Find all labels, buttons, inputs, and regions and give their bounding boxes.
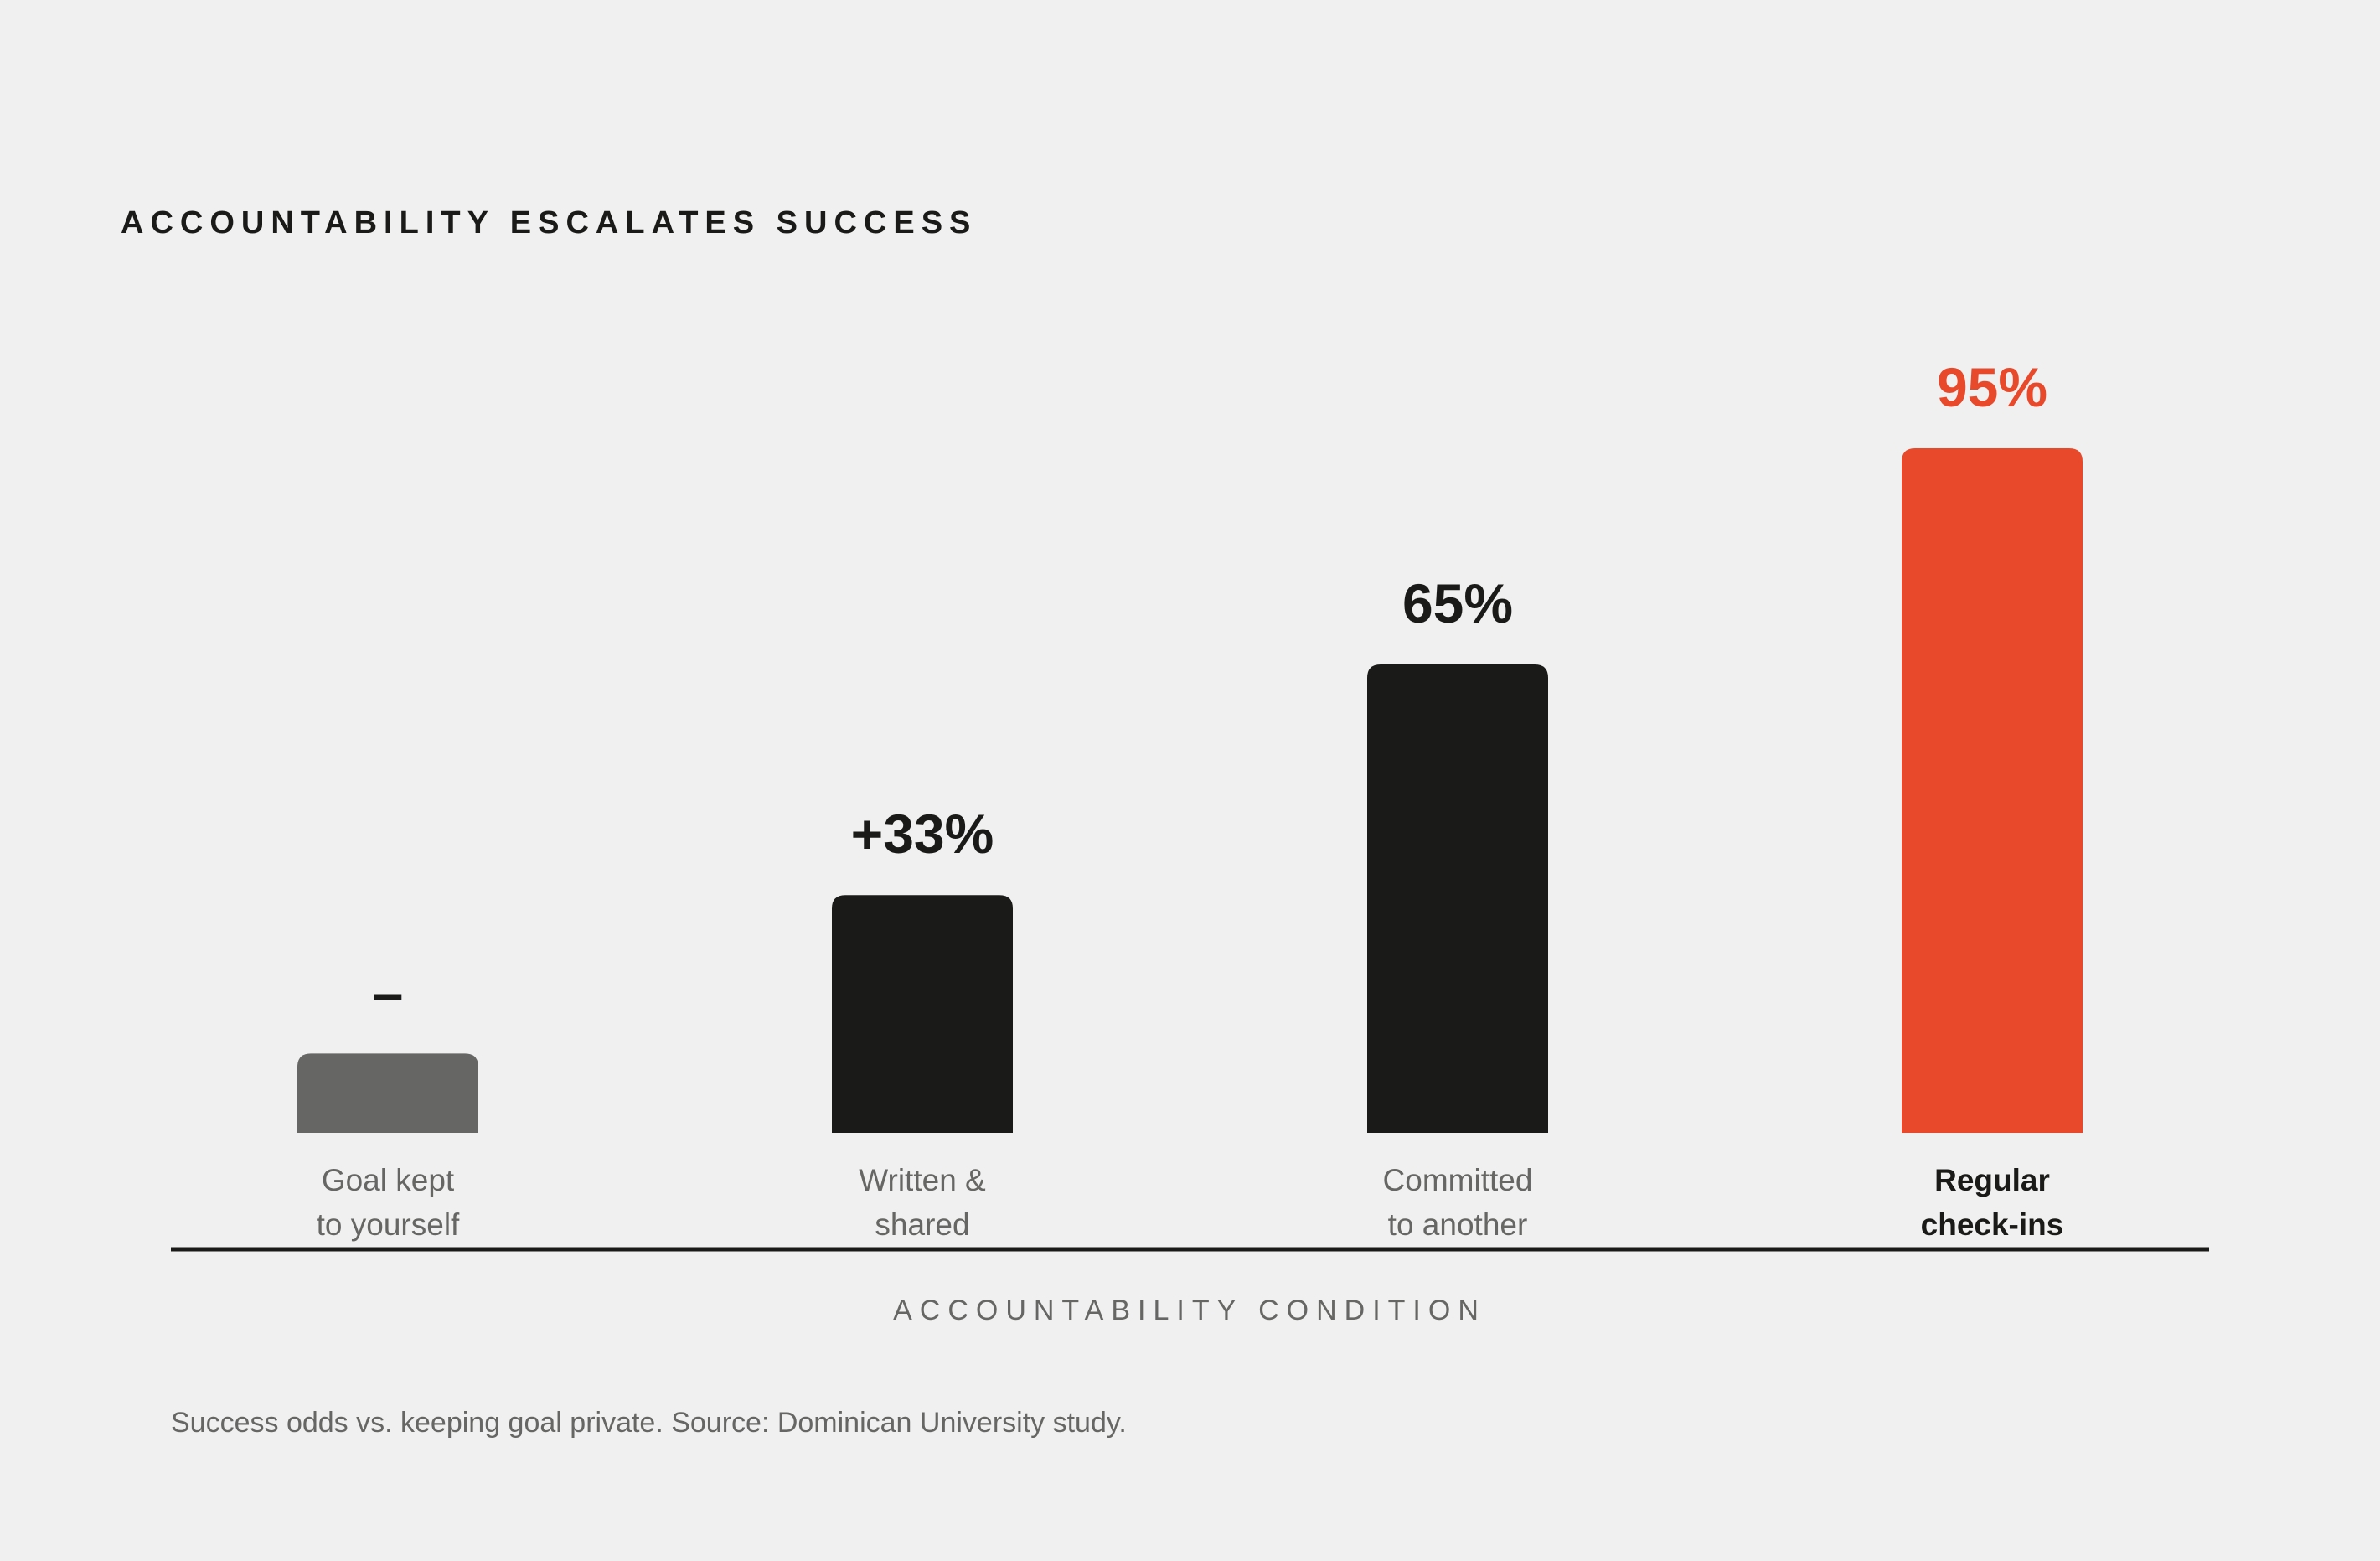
category-label-2-line-2: shared bbox=[875, 1207, 969, 1242]
category-label-1-line-2: to yourself bbox=[317, 1207, 460, 1242]
value-label-3: 65% bbox=[1402, 572, 1513, 634]
chart-footnote: Success odds vs. keeping goal private. S… bbox=[171, 1407, 1127, 1439]
category-label-4-line-1: Regular bbox=[1934, 1163, 2050, 1197]
category-label-3-line-2: to another bbox=[1388, 1207, 1528, 1242]
bar-1 bbox=[297, 1053, 478, 1133]
category-label-3-line-1: Committed bbox=[1383, 1163, 1533, 1197]
bar-2 bbox=[832, 895, 1013, 1133]
category-label-1-line-1: Goal kept bbox=[322, 1163, 455, 1197]
chart-title: ACCOUNTABILITY ESCALATES SUCCESS bbox=[121, 205, 977, 240]
value-labels-layer: – +33% 65% 95% bbox=[373, 356, 2047, 1023]
value-label-1: – bbox=[373, 961, 404, 1023]
value-label-2: +33% bbox=[851, 803, 994, 865]
value-label-4: 95% bbox=[1937, 356, 2047, 418]
category-labels-layer: Goal kept to yourself Written & shared Commi… bbox=[317, 1163, 2064, 1242]
bar-4 bbox=[1902, 448, 2083, 1133]
category-label-4-line-2: check-ins bbox=[1921, 1207, 2064, 1242]
x-axis-title: ACCOUNTABILITY CONDITION bbox=[893, 1295, 1486, 1326]
category-label-2-line-1: Written & bbox=[859, 1163, 986, 1197]
bar-3 bbox=[1367, 664, 1548, 1133]
bars-layer bbox=[297, 448, 2083, 1133]
